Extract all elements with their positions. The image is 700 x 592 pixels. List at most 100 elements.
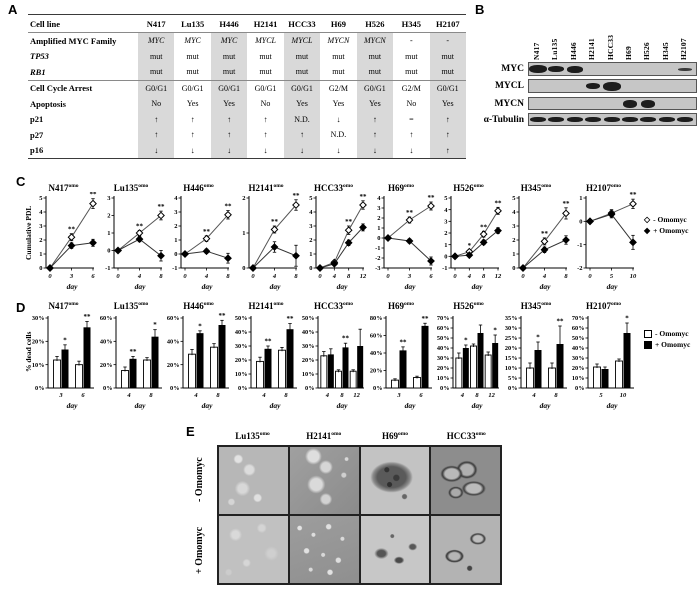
bar-plus-omomyc	[399, 350, 406, 388]
open-diamond-marker	[344, 226, 353, 235]
chart-title: H345omo	[503, 299, 570, 311]
filled-diamond-marker	[465, 251, 474, 260]
svg-text:0: 0	[318, 273, 322, 280]
table-cell: mut	[186, 51, 199, 61]
svg-text:40%: 40%	[369, 350, 382, 357]
open-diamond-marker	[202, 234, 211, 243]
svg-text:4: 4	[39, 209, 43, 216]
column-header: HCC33	[288, 18, 316, 29]
svg-text:2: 2	[39, 237, 42, 244]
svg-text:4: 4	[325, 392, 330, 399]
svg-text:2: 2	[107, 213, 110, 220]
svg-text:-1: -1	[105, 265, 110, 272]
svg-text:6: 6	[419, 392, 423, 399]
protein-band	[602, 81, 621, 91]
filled-diamond-marker	[156, 251, 165, 260]
chart-title: H2107omo	[570, 299, 637, 311]
table-cell: N.D.	[283, 111, 321, 127]
svg-text:5: 5	[444, 195, 448, 202]
open-diamond-marker	[629, 199, 637, 208]
line-plot: -1 0 1 2 3 0 4 8 day ** **	[105, 195, 165, 291]
table-cell: ↑	[138, 127, 175, 143]
chart-title-text: H2141	[248, 183, 274, 193]
bar-plus-omomyc	[357, 346, 364, 388]
column-header: H69	[330, 18, 346, 29]
svg-text:2: 2	[444, 230, 447, 237]
svg-text:10: 10	[630, 273, 637, 280]
table-cell: mut	[405, 67, 418, 77]
chart-title-sup: omo	[610, 301, 622, 307]
chart-title: H345omo	[503, 181, 570, 193]
svg-text:2: 2	[512, 237, 515, 244]
x-axis-label: day	[539, 401, 551, 410]
column-header: H526	[365, 18, 385, 29]
table-cell: Yes	[283, 96, 321, 112]
column-title-sup: omo	[331, 431, 342, 437]
bar-chart-HCC33: HCC33omo 0% 10% 20% 30% 40% 50% 4 8 ** 12 day	[300, 299, 367, 418]
significance-marker: **	[541, 230, 549, 238]
chart-title-sup: omo	[138, 183, 149, 189]
blot-row-label: α-Tubulin	[483, 114, 524, 125]
svg-text:10%: 10%	[437, 375, 450, 382]
significance-marker: **	[264, 338, 272, 346]
svg-text:1: 1	[39, 251, 42, 258]
svg-text:80%: 80%	[369, 315, 382, 322]
bar-chart-H2141: H2141omo 0% 10% 20% 30% 40% 50% 4 ** 8 ** day	[233, 299, 300, 418]
table-row: p16 ↓ ↓ ↓ ↓ ↓ ↓ ↓ ↓ ↑	[28, 142, 466, 159]
micrograph-row-label: + Omomyc	[194, 526, 205, 574]
filled-diamond-marker	[494, 226, 502, 235]
significance-marker: **	[68, 226, 76, 234]
line-chart-H69: H69omo -3 -2 -1 0 1 2 3 4 0 3 6 day ** **	[368, 181, 435, 298]
significance-marker: *	[493, 327, 497, 335]
svg-text:0: 0	[512, 265, 515, 272]
micrograph-lu135-plus-omomyc	[218, 515, 289, 584]
svg-text:20%: 20%	[369, 368, 382, 375]
x-axis-label: day	[472, 401, 484, 410]
table-cell: mut	[186, 67, 199, 77]
chart-title: HCC33omo	[300, 181, 367, 193]
bar-plot: 0% 5% 10% 15% 20% 25% 30% 35% 4 * 8 ** day	[504, 315, 567, 410]
table-cell: ↑	[190, 130, 195, 140]
svg-text:-2: -2	[375, 255, 380, 262]
svg-text:40%: 40%	[302, 329, 315, 336]
column-title-sup: omo	[397, 431, 409, 437]
series-minus-omomyc	[454, 210, 499, 257]
table-cell: G0/G1	[356, 80, 394, 96]
column-header: H2107	[435, 18, 460, 29]
svg-text:30%: 30%	[572, 355, 585, 362]
svg-text:0%: 0%	[170, 385, 179, 392]
table-header-row: Cell line N417 Lu135 H446 H2141 HCC33 H69 H526 H…	[28, 14, 466, 33]
svg-text:4: 4	[174, 195, 178, 202]
x-axis-label: day	[607, 401, 619, 410]
svg-text:2: 2	[174, 223, 177, 230]
column-header: H2141	[253, 18, 278, 29]
svg-text:0: 0	[309, 265, 312, 272]
row-label: RB1	[30, 66, 46, 77]
table-cell: Yes	[186, 99, 199, 109]
filled-diamond-marker	[586, 217, 594, 226]
significance-marker: **	[345, 218, 353, 226]
chart-title-text: H526	[453, 183, 474, 193]
svg-text:40%: 40%	[437, 345, 450, 352]
protein-band	[603, 117, 620, 122]
table-row: Amplified MYC Family MYC MYC MYC MYCL MYCL MYC…	[28, 33, 466, 49]
svg-text:5%: 5%	[508, 375, 517, 382]
open-diamond-marker	[270, 225, 278, 234]
svg-text:8: 8	[475, 392, 479, 399]
table-cell: No	[260, 99, 271, 109]
svg-text:4: 4	[460, 392, 465, 399]
filled-diamond-marker	[113, 246, 122, 255]
table-row: p27 ↑ ↑ ↑ ↑ ↑ N.D. ↑ ↑ ↑	[28, 127, 466, 143]
filled-diamond-marker	[89, 238, 97, 247]
panel-d-label: D	[16, 300, 26, 315]
svg-text:20%: 20%	[572, 365, 585, 372]
line-chart-Lu135: Lu135omo -1 0 1 2 3 0 4 8 day ** **	[98, 181, 165, 298]
svg-text:20%: 20%	[504, 345, 517, 352]
table-cell: MYC	[210, 33, 248, 49]
chart-title-sup: omo	[610, 183, 622, 189]
svg-text:2: 2	[377, 215, 380, 222]
table-cell: ↑	[429, 142, 466, 158]
table-cell: mut	[138, 48, 175, 64]
